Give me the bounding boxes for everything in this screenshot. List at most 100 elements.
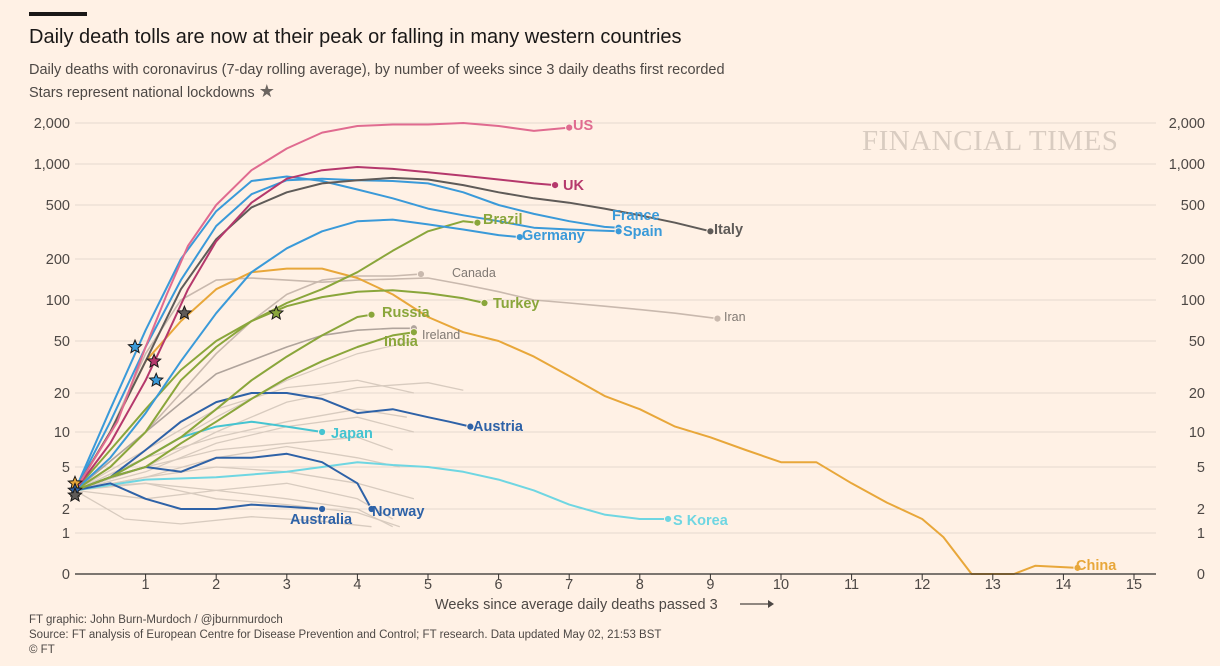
series-endpoint-russia xyxy=(367,310,376,319)
footer-source: Source: FT analysis of European Centre f… xyxy=(29,629,662,641)
y-tick-label-left: 2 xyxy=(62,502,70,518)
series-label-italy: Italy xyxy=(714,222,743,238)
series-line-brazil xyxy=(74,220,478,492)
series-endpoint-s_korea xyxy=(663,514,673,524)
lockdown-note-text: Stars represent national lockdowns xyxy=(29,85,255,101)
y-tick-label-right: 5 xyxy=(1197,460,1205,476)
series-endpoint-spain xyxy=(614,227,623,236)
x-tick-label: 13 xyxy=(985,577,1001,593)
lockdown-note: Stars represent national lockdowns ★ xyxy=(29,81,275,102)
series-line-us xyxy=(74,122,570,491)
series-endpoint-germany xyxy=(515,233,524,242)
footer-copyright: © FT xyxy=(29,644,55,656)
y-tick-label-right: 20 xyxy=(1189,386,1205,402)
series-label-s_korea: S Korea xyxy=(673,513,729,529)
series-lines xyxy=(67,122,1082,575)
y-tick-label-right: 0 xyxy=(1197,567,1205,583)
series-endpoint-italy xyxy=(706,227,715,236)
series-label-spain: Spain xyxy=(623,224,662,240)
series-line-norway xyxy=(74,452,373,510)
y-tick-label-right: 2 xyxy=(1197,502,1205,518)
series-endpoint-austria xyxy=(466,422,475,431)
series-label-us: US xyxy=(573,118,593,134)
x-tick-label: 3 xyxy=(283,577,291,593)
y-tick-label-left: 1,000 xyxy=(34,157,70,173)
y-tick-label-left: 5 xyxy=(62,460,70,476)
x-tick-label: 10 xyxy=(773,577,789,593)
series-endpoint-canada xyxy=(416,269,426,279)
series-line-s_korea xyxy=(74,461,668,520)
series-line-china xyxy=(74,267,1078,575)
y-tick-label-left: 100 xyxy=(46,293,70,309)
series-label-france: France xyxy=(612,208,660,224)
series-endpoint-iran xyxy=(713,314,722,323)
y-tick-label-right: 200 xyxy=(1181,252,1205,268)
series-endpoint-india xyxy=(409,328,418,337)
series-label-norway: Norway xyxy=(372,504,424,520)
x-tick-label: 5 xyxy=(424,577,432,593)
y-tick-label-right: 1,000 xyxy=(1169,157,1205,173)
series-endpoint-uk xyxy=(550,180,560,190)
y-tick-label-left: 0 xyxy=(62,567,70,583)
series-label-iran: Iran xyxy=(724,310,746,324)
x-axis-title: Weeks since average daily deaths passed … xyxy=(435,597,718,613)
series-line-turkey xyxy=(74,289,485,492)
background-country-line xyxy=(74,382,464,492)
series-label-germany: Germany xyxy=(522,228,585,244)
series-line-uk xyxy=(74,166,556,491)
series-label-brazil: Brazil xyxy=(483,212,523,228)
ft-watermark: FINANCIAL TIMES xyxy=(862,125,1118,157)
series-label-uk: UK xyxy=(563,178,584,194)
y-tick-label-right: 50 xyxy=(1189,334,1205,350)
x-tick-label: 6 xyxy=(495,577,503,593)
y-tick-label-right: 500 xyxy=(1181,198,1205,214)
x-tick-label: 2 xyxy=(212,577,220,593)
series-label-russia: Russia xyxy=(382,305,430,321)
series-endpoint-us xyxy=(565,123,574,132)
y-tick-label-right: 100 xyxy=(1181,293,1205,309)
background-country-line xyxy=(74,482,401,528)
series-label-turkey: Turkey xyxy=(493,296,539,312)
series-line-russia xyxy=(74,313,372,492)
series-line-iran xyxy=(74,277,718,491)
grid: 0 0 1 1 2 2 5 5 10 10 20 20 50 50 100 100 200 200 500 500 1,… xyxy=(34,116,1205,583)
lockdown-star-icon xyxy=(146,352,162,368)
series-line-austria xyxy=(74,392,471,492)
series-label-canada: Canada xyxy=(452,266,496,280)
x-tick-label: 1 xyxy=(142,577,150,593)
lockdown-star-icon xyxy=(268,304,285,320)
lockdown-star-icon xyxy=(127,338,143,354)
chart-title: Daily death tolls are now at their peak … xyxy=(29,26,682,48)
series-endpoint-turkey xyxy=(480,298,489,308)
series-label-ireland: Ireland xyxy=(422,328,460,342)
x-tick-label: 4 xyxy=(353,577,361,593)
series-line-ireland xyxy=(74,327,414,492)
y-tick-label-left: 50 xyxy=(54,334,70,350)
x-tick-label: 7 xyxy=(565,577,573,593)
y-tick-label-right: 10 xyxy=(1189,425,1205,441)
series-endpoint-australia xyxy=(318,504,327,514)
x-axis-arrow-head xyxy=(768,600,774,608)
lockdown-star-icon xyxy=(148,371,165,388)
series-endpoint-china xyxy=(1073,563,1082,572)
x-tick-label: 11 xyxy=(844,577,859,593)
lockdown-star-icon xyxy=(67,486,83,502)
x-tick-label: 8 xyxy=(636,577,644,593)
y-tick-label-left: 200 xyxy=(46,252,70,268)
x-tick-label: 14 xyxy=(1055,577,1071,593)
y-tick-label-right: 2,000 xyxy=(1169,116,1205,132)
x-tick-label: 9 xyxy=(706,577,714,593)
series-line-australia xyxy=(74,482,323,510)
background-country-line xyxy=(74,482,394,520)
star-icon: ★ xyxy=(258,81,275,101)
lockdown-star-icon xyxy=(176,304,193,320)
series-label-india: India xyxy=(384,334,419,350)
background-country-line xyxy=(74,445,400,492)
background-country-line xyxy=(74,489,372,528)
x-tick-label: 15 xyxy=(1126,577,1142,593)
series-label-japan: Japan xyxy=(331,426,373,442)
y-tick-label-left: 20 xyxy=(54,386,70,402)
